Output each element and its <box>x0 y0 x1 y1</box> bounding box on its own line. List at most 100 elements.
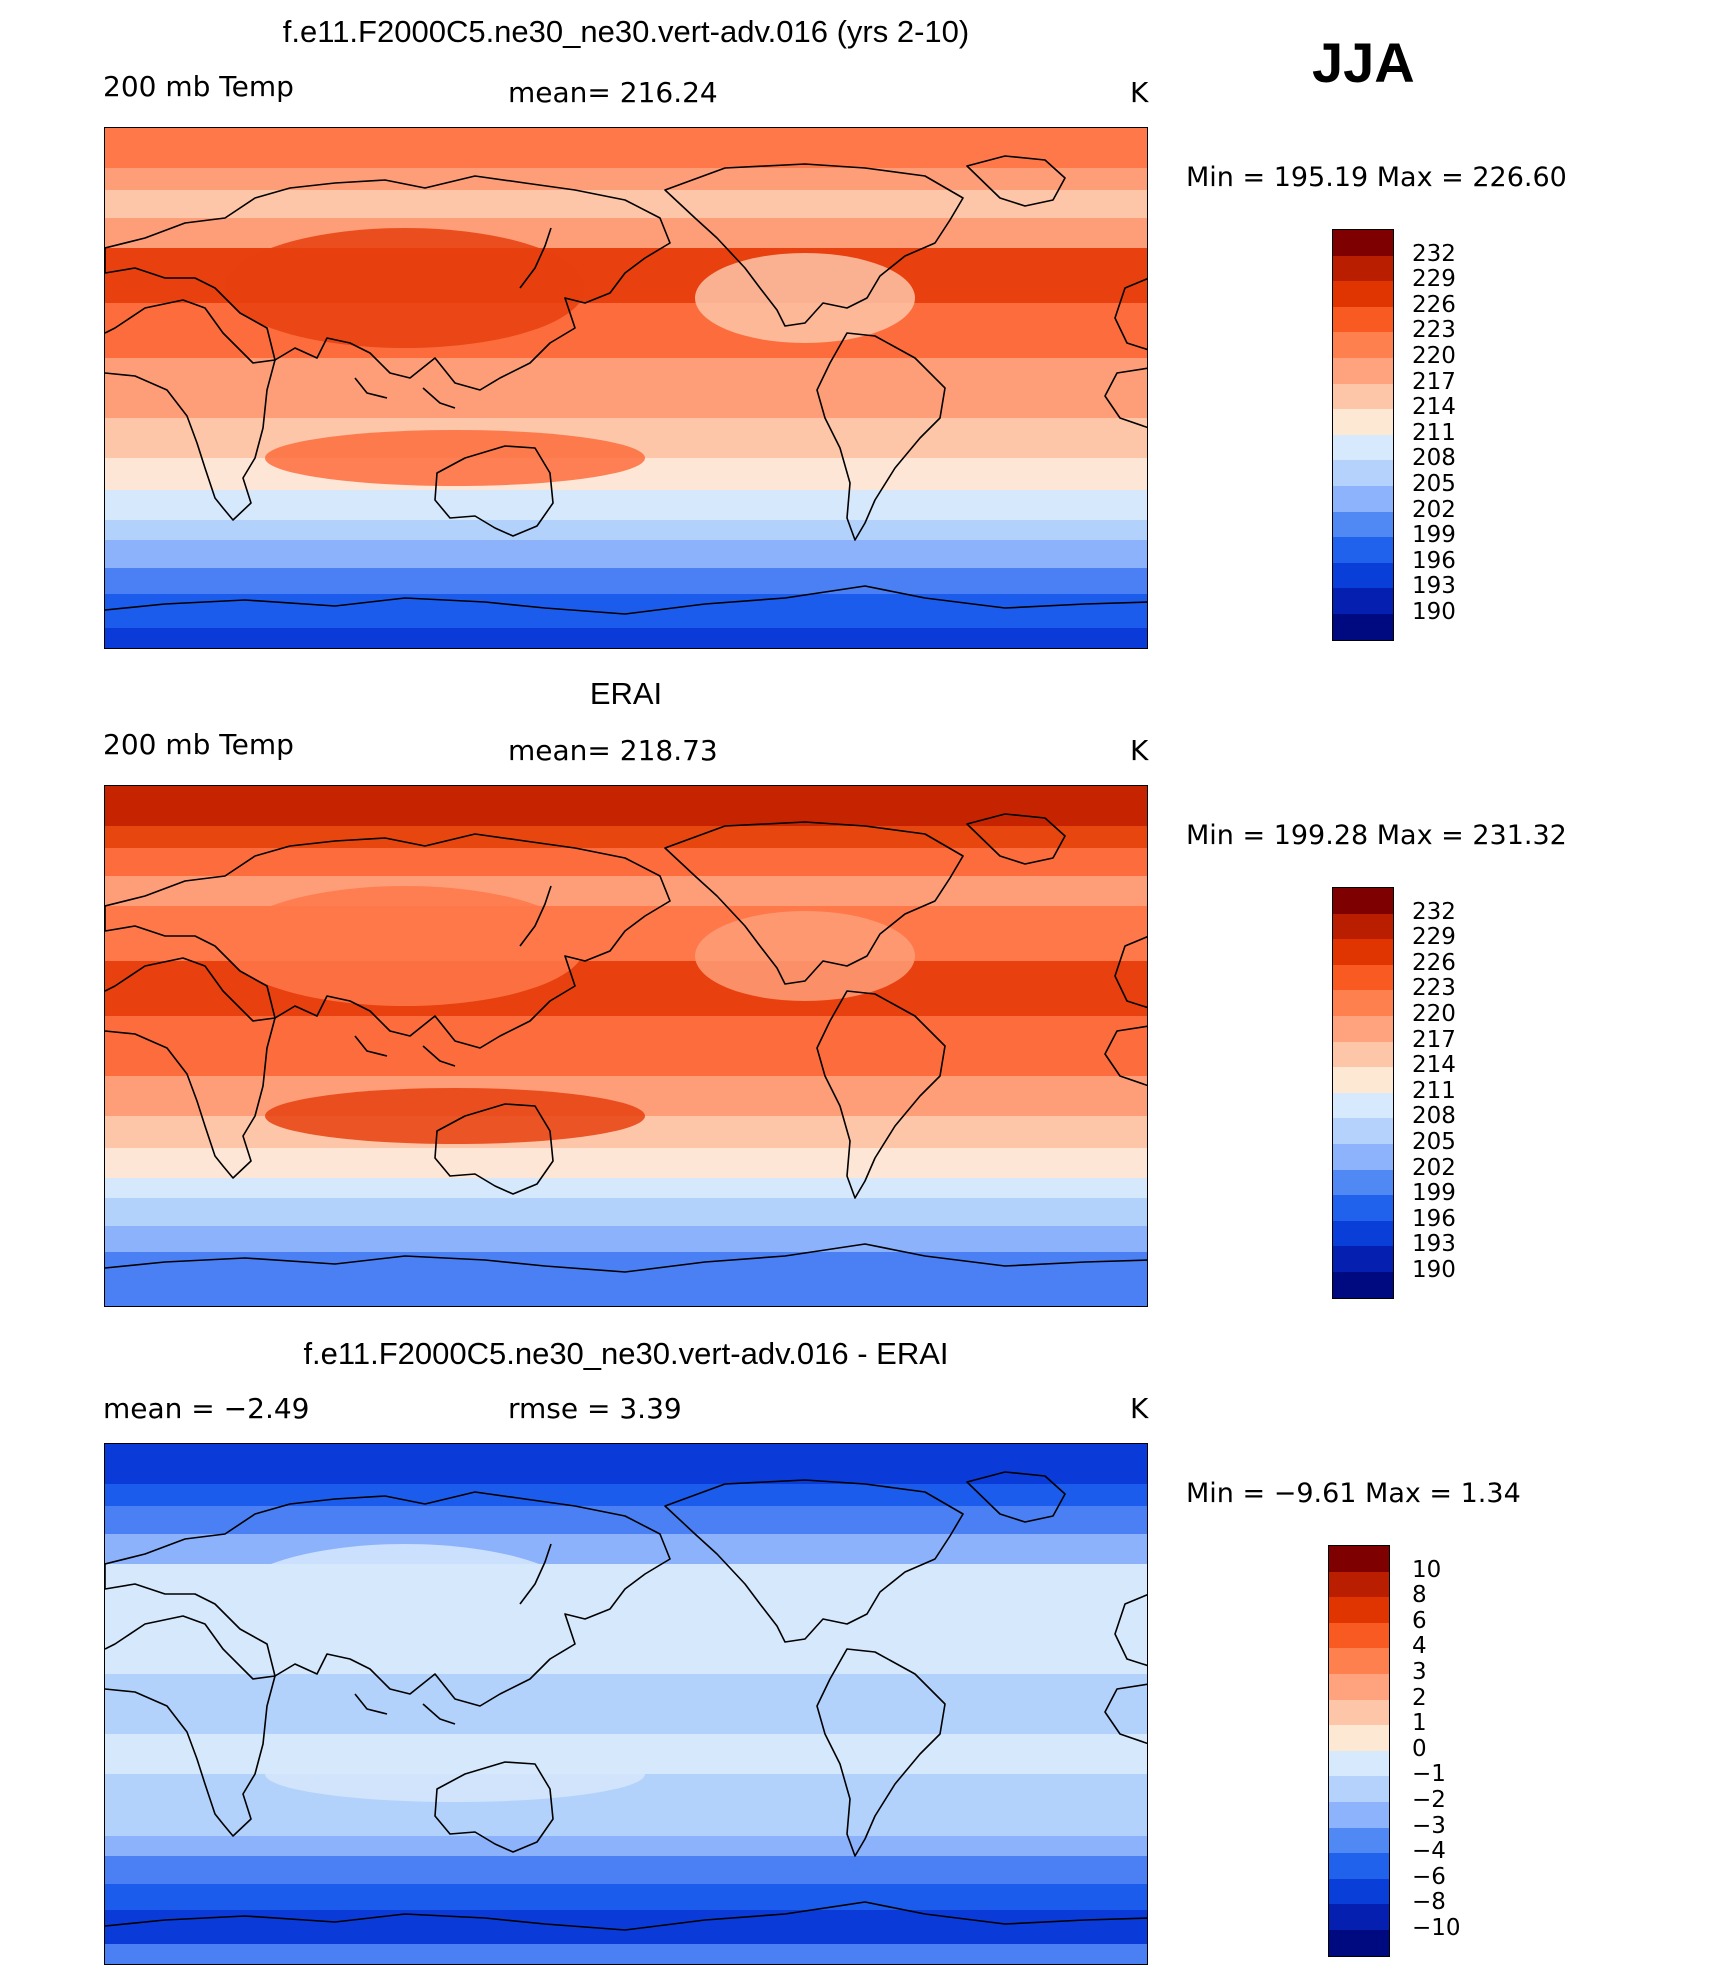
coastline <box>519 1543 552 1605</box>
map-band <box>105 848 1147 876</box>
colorbar-swatch <box>1333 562 1393 589</box>
map-region <box>265 1746 645 1802</box>
colorbar-tick-label: 202 <box>1412 1154 1456 1181</box>
colorbar-swatch <box>1333 990 1393 1016</box>
coastline <box>966 813 1066 865</box>
colorbar-tick-label: 205 <box>1412 471 1456 497</box>
colorbar-swatch <box>1333 613 1393 640</box>
colorbar-swatch <box>1333 964 1393 991</box>
map-region <box>225 228 585 348</box>
mean-label-model: mean= 216.24 <box>508 76 718 109</box>
map-band <box>105 1806 1147 1836</box>
map-band <box>105 490 1147 520</box>
colorbar-tick-label: 223 <box>1412 317 1456 344</box>
colorbar-swatch <box>1329 1853 1389 1879</box>
map-band <box>105 1226 1147 1252</box>
colorbar-swatch <box>1333 913 1393 940</box>
colorbar-tick-label: 193 <box>1412 573 1456 600</box>
colorbar-tick-label: 0 <box>1412 1735 1427 1762</box>
units-label-obs: K <box>1130 734 1149 767</box>
colorbar-swatch <box>1329 1878 1389 1905</box>
colorbar-swatch <box>1329 1929 1389 1956</box>
season-label: JJA <box>1312 31 1415 94</box>
coastline <box>664 1479 964 1643</box>
coastline <box>434 445 554 537</box>
map-region <box>265 1088 645 1144</box>
map-band <box>105 190 1147 218</box>
coastline <box>422 1703 456 1725</box>
colorbar-swatch <box>1333 588 1393 614</box>
colorbar-tick-label: 223 <box>1412 975 1456 1002</box>
coastline <box>1104 1025 1147 1087</box>
map-band <box>105 1178 1147 1198</box>
map-band <box>105 358 1147 418</box>
colorbar-tick-label: −4 <box>1412 1838 1446 1865</box>
rmse-label-diff: rmse = 3.39 <box>508 1392 682 1425</box>
colorbar-tick-label: 193 <box>1412 1231 1456 1258</box>
colorbar-swatch <box>1329 1699 1389 1726</box>
colorbar-swatch <box>1329 1597 1389 1623</box>
colorbar-swatch <box>1333 460 1393 486</box>
map-band <box>105 1836 1147 1856</box>
coastline <box>1104 367 1147 429</box>
colorbar-tick-label: 202 <box>1412 496 1456 523</box>
map-band <box>105 520 1147 540</box>
map-band <box>105 1198 1147 1226</box>
map-svg <box>105 128 1147 648</box>
colorbar-swatch <box>1333 939 1393 965</box>
coastline <box>434 1103 554 1195</box>
coastline <box>105 585 1147 615</box>
colorbar-tick-label: 214 <box>1412 1052 1456 1079</box>
coastline <box>519 885 552 947</box>
coastline <box>105 957 276 1179</box>
map-band <box>105 1016 1147 1076</box>
colorbar-swatch <box>1333 434 1393 461</box>
map-region <box>265 430 645 486</box>
colorbar-tick-label: −10 <box>1412 1915 1461 1941</box>
coastline <box>816 990 946 1199</box>
coastline <box>354 1035 388 1057</box>
colorbar-swatch <box>1333 1067 1393 1093</box>
coastline <box>1114 277 1147 351</box>
coastline <box>664 821 964 985</box>
colorbar-tick-label: 226 <box>1412 949 1456 976</box>
colorbar-tick-label: −1 <box>1412 1761 1446 1788</box>
coastline <box>434 1761 554 1853</box>
colorbar-tick-label: 217 <box>1412 1026 1456 1053</box>
colorbar-tick-label: 214 <box>1412 394 1456 421</box>
colorbar-swatch <box>1333 332 1393 358</box>
colorbar-swatch <box>1329 1725 1389 1751</box>
coastline <box>664 163 964 327</box>
colorbar-swatch <box>1333 255 1393 282</box>
map-band <box>105 1444 1147 1484</box>
colorbar-swatch <box>1333 1271 1393 1298</box>
colorbar-swatch <box>1333 357 1393 384</box>
colorbar-tick-label: 229 <box>1412 924 1456 951</box>
map-region <box>225 1544 585 1664</box>
colorbar-tick-label: 190 <box>1412 599 1456 625</box>
colorbar-swatch <box>1333 511 1393 538</box>
colorbar-swatch <box>1333 1041 1393 1068</box>
colorbar-swatch <box>1333 1143 1393 1170</box>
map-band <box>105 1506 1147 1534</box>
map-band <box>105 1534 1147 1564</box>
variable-label-model: 200 mb Temp <box>103 70 294 103</box>
coastline <box>966 155 1066 207</box>
map-band <box>105 628 1147 648</box>
colorbar-tick-label: 4 <box>1412 1633 1427 1660</box>
map-region <box>225 886 585 1006</box>
minmax-model: Min = 195.19 Max = 226.60 <box>1186 162 1567 193</box>
colorbar-swatch <box>1333 1118 1393 1144</box>
coastline <box>105 1491 671 1707</box>
colorbar-swatch <box>1329 1622 1389 1649</box>
coastline <box>816 332 946 541</box>
colorbar-tick-label: 226 <box>1412 291 1456 318</box>
colorbar-tick-label: 10 <box>1412 1556 1442 1583</box>
minmax-obs: Min = 199.28 Max = 231.32 <box>1186 820 1567 851</box>
colorbar-swatch <box>1329 1801 1389 1828</box>
colorbar-swatch <box>1333 306 1393 333</box>
units-label-diff: K <box>1130 1392 1149 1425</box>
map-band <box>105 826 1147 848</box>
colorbar-tick-label: 208 <box>1412 1103 1456 1130</box>
coastline <box>422 387 456 409</box>
